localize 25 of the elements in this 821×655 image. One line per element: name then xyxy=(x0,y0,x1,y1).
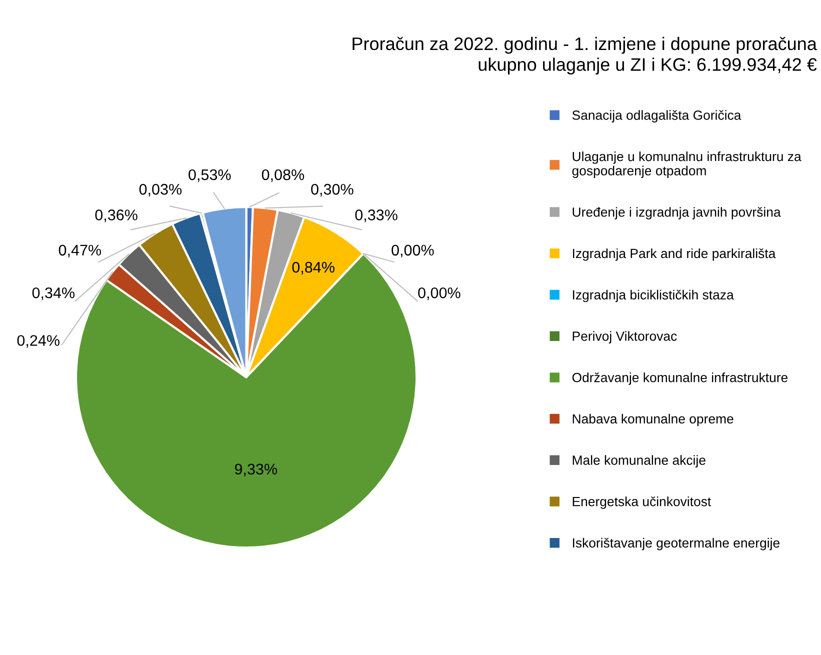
legend-label: Održavanje komunalne infrastrukture xyxy=(572,372,788,385)
data-label: 9,33% xyxy=(234,464,278,476)
legend-label: Male komunalne akcije xyxy=(572,455,706,468)
legend-label: Energetska učinkovitost xyxy=(572,496,712,509)
text: 0,00% xyxy=(392,244,434,258)
legend-label: Uređenje i izgradnja javnih površina xyxy=(572,207,781,220)
legend-label: Ulaganje u komunalnu infrastrukturu za gospodarenje otpadom xyxy=(572,151,802,178)
data-label: 0,53% xyxy=(188,169,231,182)
legend-label: Izgradnja Park and ride parkirališta xyxy=(572,248,776,261)
data-label: 0,08% xyxy=(262,169,304,182)
data-label: 0,33% xyxy=(355,210,398,222)
data-label: 0,36% xyxy=(95,210,138,222)
text: 0,00% xyxy=(418,287,460,300)
legend-label: Izgradnja biciklističkih staza xyxy=(572,290,734,302)
legend-label: Nabava komunalne opreme xyxy=(572,414,734,426)
legend-label: Perivoj Viktorovac xyxy=(572,331,677,344)
data-label: 0,34% xyxy=(32,287,75,300)
legend-label: Iskorištavanje geotermalne energije xyxy=(572,538,780,550)
data-label: 0,03% xyxy=(139,184,182,197)
chart-title: Proračun za 2022. godinu - 1. izmjene i dopune proračuna ukupno ulaganje u ZI i KG: 6.199.934,42 € xyxy=(352,36,817,74)
data-label: 0,84% xyxy=(292,262,334,274)
data-label: 0,47% xyxy=(58,244,102,258)
data-label: 0,30% xyxy=(311,184,354,197)
legend-label: Sanacija odlagališta Goričica xyxy=(572,110,742,122)
data-label: 0,24% xyxy=(17,335,60,348)
